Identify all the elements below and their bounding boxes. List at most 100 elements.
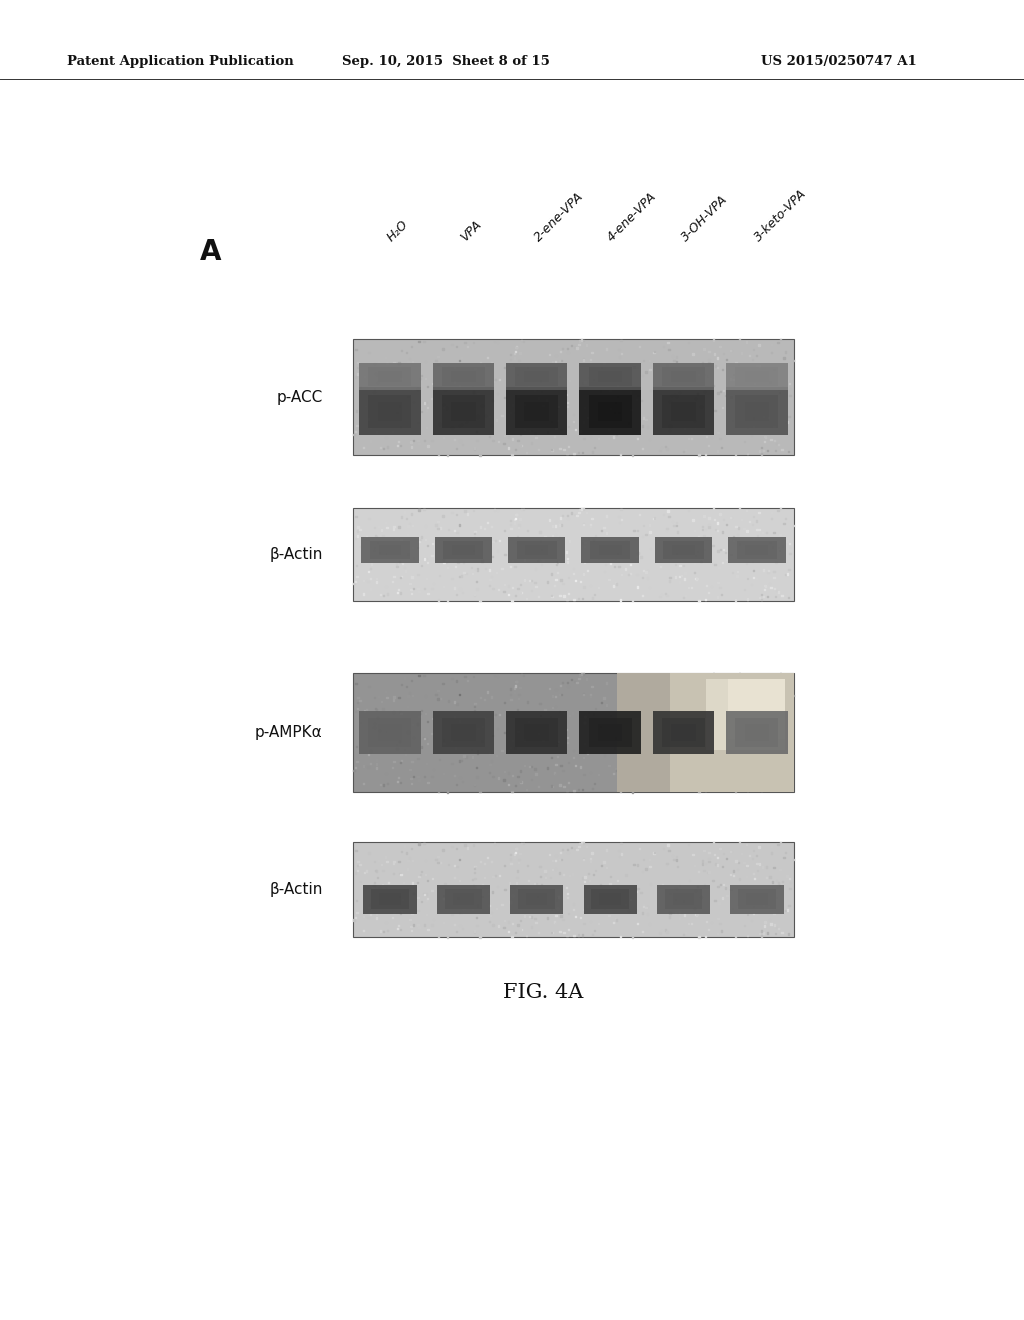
Point [563, 503, 580, 524]
Point [556, 921, 572, 942]
Point [658, 354, 675, 375]
FancyBboxPatch shape [515, 367, 558, 385]
Point [373, 583, 389, 605]
Point [759, 532, 775, 553]
Point [474, 395, 490, 416]
Point [602, 866, 618, 887]
Point [358, 420, 375, 441]
FancyBboxPatch shape [727, 678, 784, 739]
Point [432, 354, 449, 375]
Point [772, 697, 788, 718]
Point [443, 886, 460, 907]
Point [543, 532, 559, 553]
Point [370, 706, 386, 727]
Point [752, 690, 768, 711]
Point [510, 766, 526, 787]
Point [609, 721, 626, 742]
Point [440, 519, 457, 540]
Point [613, 564, 630, 585]
Point [776, 847, 793, 869]
Point [688, 904, 705, 925]
Point [534, 874, 550, 895]
Point [348, 400, 365, 421]
Point [623, 540, 639, 561]
Point [722, 675, 738, 696]
Point [602, 371, 618, 392]
Point [489, 767, 506, 788]
Point [696, 715, 713, 737]
Point [729, 414, 745, 436]
Point [446, 429, 463, 450]
Point [623, 562, 639, 583]
Point [668, 685, 684, 706]
Point [418, 702, 434, 723]
Point [687, 880, 703, 902]
Point [583, 762, 599, 783]
Point [362, 417, 379, 438]
Point [504, 764, 520, 785]
Point [605, 912, 622, 933]
Point [602, 553, 618, 574]
Point [759, 372, 775, 393]
Point [662, 903, 678, 924]
Point [673, 750, 689, 771]
Point [657, 772, 674, 793]
Point [552, 921, 568, 942]
Point [477, 558, 494, 579]
Point [425, 867, 441, 888]
Point [484, 882, 501, 903]
Point [394, 734, 411, 755]
FancyBboxPatch shape [672, 401, 696, 421]
Point [777, 842, 794, 863]
Point [684, 764, 700, 785]
Point [668, 399, 684, 420]
Point [768, 876, 784, 898]
Point [467, 857, 483, 878]
Point [742, 723, 759, 744]
Point [553, 906, 569, 927]
Point [756, 916, 772, 937]
Point [508, 671, 524, 692]
Point [534, 735, 550, 756]
Point [355, 920, 372, 941]
Point [435, 884, 452, 906]
Point [350, 516, 367, 537]
Point [654, 874, 671, 895]
Point [668, 515, 684, 536]
Point [670, 359, 686, 380]
Point [392, 919, 409, 940]
FancyBboxPatch shape [441, 395, 484, 428]
Point [731, 498, 748, 519]
Point [490, 704, 507, 725]
Point [705, 375, 721, 396]
Point [644, 355, 660, 376]
Point [551, 684, 567, 705]
Point [758, 359, 774, 380]
Point [711, 892, 727, 913]
Point [419, 535, 435, 556]
Point [368, 859, 384, 880]
FancyBboxPatch shape [672, 544, 695, 554]
Point [565, 557, 582, 578]
Point [630, 385, 646, 407]
Point [635, 566, 651, 587]
Point [486, 833, 503, 854]
Point [527, 558, 544, 579]
Point [380, 920, 396, 941]
Point [575, 397, 592, 418]
Point [472, 590, 488, 611]
Point [560, 772, 577, 793]
Point [575, 330, 592, 351]
Point [531, 857, 548, 878]
Point [358, 756, 375, 777]
Point [638, 858, 654, 879]
Point [654, 380, 671, 401]
Point [738, 734, 755, 755]
Point [776, 512, 793, 533]
Point [520, 536, 537, 557]
FancyBboxPatch shape [451, 725, 475, 741]
FancyBboxPatch shape [580, 363, 641, 389]
Point [766, 896, 782, 917]
Point [513, 330, 529, 351]
Point [586, 865, 602, 886]
